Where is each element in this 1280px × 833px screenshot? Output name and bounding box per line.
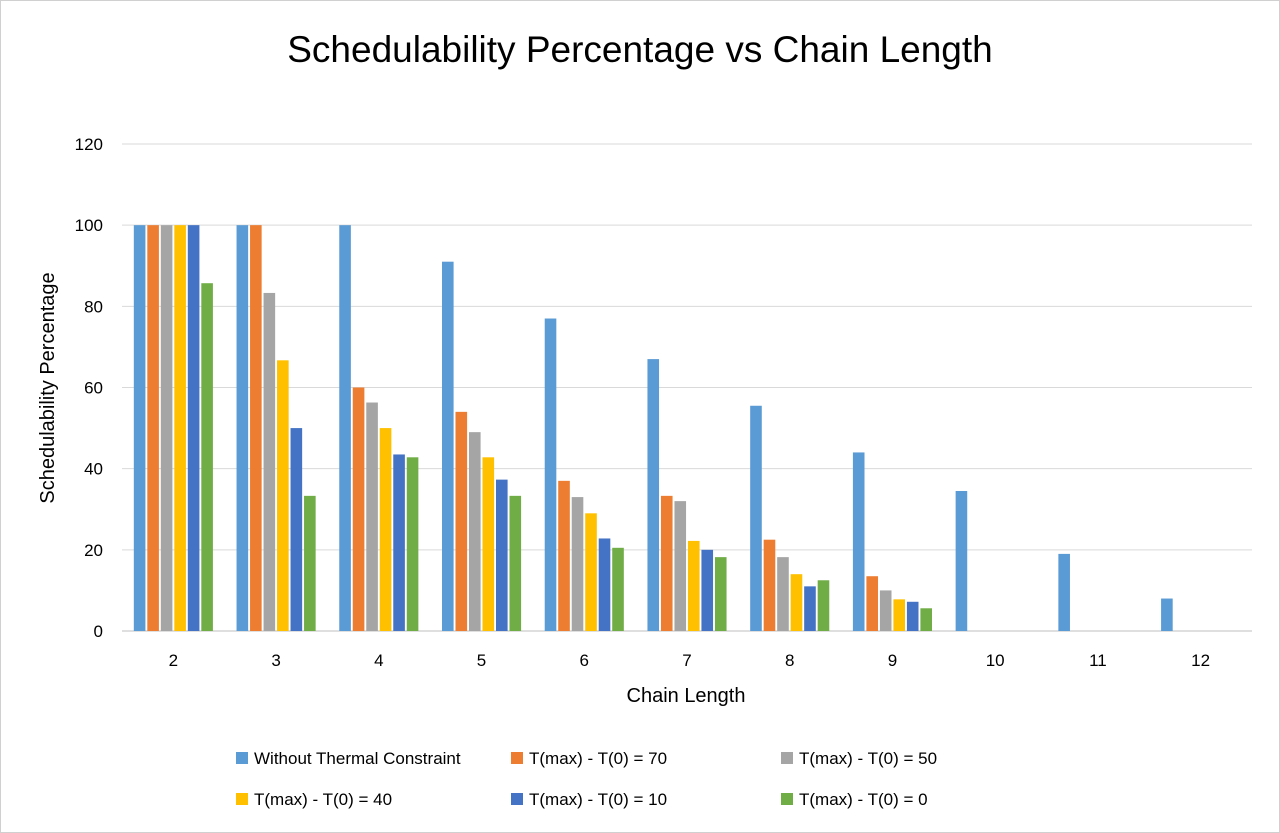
bar (304, 495, 316, 631)
legend-swatch (236, 793, 248, 805)
bar (893, 599, 906, 631)
legend-label: T(max) - T(0) = 50 (799, 749, 937, 768)
y-tick-label: 20 (84, 541, 103, 560)
y-tick-label: 80 (84, 297, 103, 316)
bar (290, 428, 303, 631)
legend-swatch (511, 793, 523, 805)
bar (133, 225, 146, 631)
x-tick-label: 10 (986, 651, 1005, 670)
bar (817, 580, 830, 631)
x-tick-label: 7 (682, 651, 691, 670)
bar (455, 411, 468, 631)
y-axis-title: Schedulability Percentage (37, 272, 59, 503)
bar (879, 590, 892, 631)
bar (379, 428, 392, 631)
legend-label: T(max) - T(0) = 40 (254, 790, 392, 809)
legend-label: T(max) - T(0) = 10 (529, 790, 667, 809)
bar (468, 432, 481, 631)
bar (393, 454, 405, 631)
bar (906, 601, 919, 631)
bar (187, 225, 200, 631)
legend-label: T(max) - T(0) = 70 (529, 749, 667, 768)
bar (250, 225, 262, 631)
bar (598, 538, 611, 631)
bar (852, 452, 865, 631)
x-axis-title: Chain Length (627, 685, 746, 707)
x-tick-label: 12 (1191, 651, 1210, 670)
bar (687, 540, 700, 631)
bar (482, 457, 495, 631)
bar (201, 283, 213, 631)
x-tick-label: 2 (169, 651, 178, 670)
y-tick-label: 0 (94, 622, 103, 641)
bars (133, 225, 1173, 631)
x-tick-label: 5 (477, 651, 486, 670)
y-tick-label: 120 (75, 135, 103, 154)
bar (790, 574, 803, 631)
chart-title: Schedulability Percentage vs Chain Lengt… (287, 29, 993, 70)
bar (701, 549, 714, 631)
y-axis-ticks: 0 20 40 60 80 100 120 (75, 135, 103, 641)
bar (647, 359, 660, 631)
legend-swatch (781, 793, 793, 805)
bar (1161, 598, 1173, 631)
x-tick-label: 4 (374, 651, 383, 670)
x-tick-label: 9 (888, 651, 897, 670)
bar (866, 576, 879, 631)
bar (750, 405, 762, 631)
bar (366, 402, 378, 631)
bar (920, 608, 933, 631)
bar (406, 457, 419, 631)
bar (441, 261, 454, 631)
bar (544, 318, 557, 631)
bar (558, 480, 570, 631)
legend: Without Thermal Constraint T(max) - T(0) … (236, 749, 937, 809)
bar (160, 225, 173, 631)
legend-swatch (236, 752, 248, 764)
x-tick-label: 3 (271, 651, 280, 670)
bar (509, 495, 522, 631)
x-tick-label: 11 (1089, 651, 1107, 670)
bar (236, 225, 249, 631)
bar (674, 501, 687, 631)
legend-label: T(max) - T(0) = 0 (799, 790, 928, 809)
x-axis-ticks: 2 3 4 5 6 7 8 9 10 11 12 (169, 651, 1210, 670)
bar (263, 292, 276, 631)
bar (612, 547, 624, 631)
y-tick-label: 60 (84, 379, 103, 398)
legend-swatch (511, 752, 523, 764)
bar (339, 225, 351, 631)
bar (804, 586, 816, 631)
legend-swatch (781, 752, 793, 764)
bar (763, 539, 776, 631)
y-tick-label: 100 (75, 216, 103, 235)
bar (585, 513, 597, 631)
bar (352, 387, 365, 631)
y-tick-label: 40 (84, 460, 103, 479)
x-tick-label: 6 (580, 651, 589, 670)
bar (277, 360, 289, 631)
bar (714, 557, 727, 631)
x-tick-label: 8 (785, 651, 794, 670)
bar (955, 490, 968, 631)
bar (1058, 553, 1070, 631)
bar (495, 479, 508, 631)
bar (571, 497, 584, 631)
bar (174, 225, 186, 631)
bar (147, 225, 159, 631)
bar (777, 557, 789, 631)
bar (660, 495, 673, 631)
legend-label: Without Thermal Constraint (254, 749, 461, 768)
